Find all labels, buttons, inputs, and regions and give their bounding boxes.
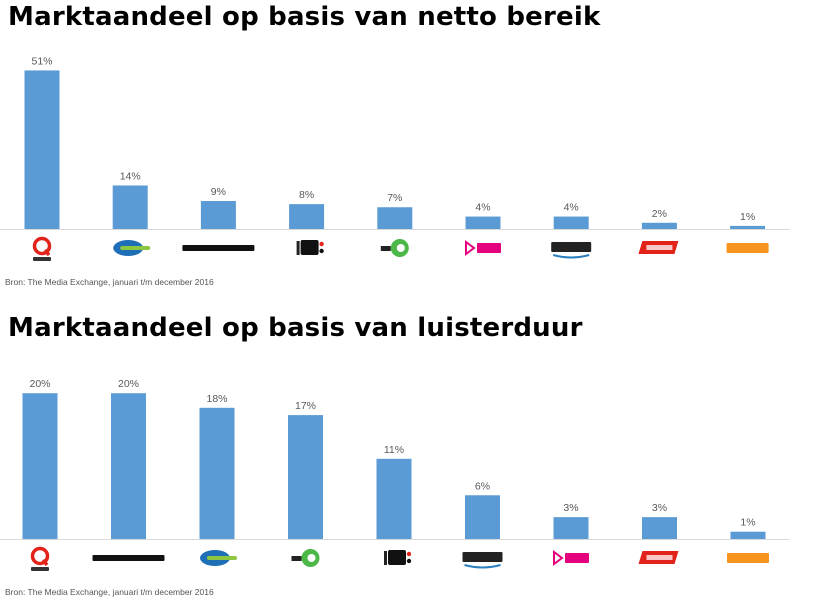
bar-radio-10	[288, 415, 323, 539]
bar-independents	[111, 393, 146, 539]
bar-chart-netto-bereik: 51% 14% 9% 8% 7% 4% 4% 2% 1%	[0, 55, 790, 261]
data-label-radio-538: 8%	[299, 189, 314, 201]
bar-radio-10	[377, 207, 413, 229]
bar-sky-radio	[112, 185, 148, 229]
data-label-radio-10: 7%	[387, 192, 402, 204]
logo-slam	[465, 240, 501, 256]
logo-radio-538	[296, 240, 324, 255]
bar-100-nl	[730, 225, 766, 229]
logo-100-nl	[727, 553, 769, 563]
data-label-slam: 4%	[475, 202, 490, 214]
data-label-independents: 20%	[118, 378, 139, 390]
bar-slam	[465, 216, 501, 229]
data-label-qmusic: 51%	[31, 55, 52, 67]
data-label-radio-10: 17%	[295, 400, 316, 412]
logo-sky-radio	[200, 550, 237, 566]
logo-qmusic	[32, 236, 52, 261]
data-label-independents: 9%	[211, 186, 226, 198]
bar-chart-luisterduur: 20% 20% 18% 17% 11% 6% 3% 3% 1%	[0, 378, 790, 571]
bar-radio-538	[289, 204, 325, 229]
logo-qmusic	[30, 546, 50, 571]
data-label-100-nl: 1%	[740, 211, 755, 223]
data-label-sky-radio: 18%	[206, 393, 227, 405]
bar-slam	[553, 517, 589, 539]
logo-independents	[92, 555, 165, 561]
logo-independents	[182, 245, 255, 251]
data-label-veronica: 4%	[564, 202, 579, 214]
data-label-top-40: 3%	[652, 502, 667, 514]
logo-top-40	[638, 551, 679, 564]
logo-radio-10	[380, 239, 409, 257]
bar-veronica	[465, 495, 500, 539]
bar-independents	[200, 201, 236, 229]
source-note: Bron: The Media Exchange, januari t/m de…	[5, 277, 214, 287]
data-label-veronica: 6%	[475, 480, 490, 492]
logo-100-nl	[726, 243, 769, 253]
bar-top-40	[641, 222, 677, 229]
chart-title-netto-bereik: Marktaandeel op basis van netto bereik	[8, 2, 601, 32]
data-label-slam: 3%	[563, 502, 578, 514]
bar-qmusic	[24, 70, 60, 229]
data-label-qmusic: 20%	[29, 378, 50, 390]
bar-top-40	[642, 517, 677, 539]
logo-top-40	[638, 241, 679, 254]
logo-radio-538	[384, 550, 412, 565]
logo-radio-10	[291, 549, 320, 567]
bar-100-nl	[730, 531, 766, 539]
data-label-radio-538: 11%	[384, 444, 404, 456]
logo-veronica	[551, 242, 592, 259]
logo-slam	[553, 550, 589, 566]
logo-veronica	[462, 552, 503, 569]
data-label-100-nl: 1%	[740, 517, 755, 529]
source-note: Bron: The Media Exchange, januari t/m de…	[5, 587, 214, 597]
bar-veronica	[553, 216, 589, 229]
data-label-top-40: 2%	[652, 208, 667, 220]
chart-title-luisterduur: Marktaandeel op basis van luisterduur	[8, 313, 583, 343]
bar-radio-538	[376, 458, 412, 539]
bar-sky-radio	[199, 407, 235, 539]
data-label-sky-radio: 14%	[120, 170, 141, 182]
logo-sky-radio	[113, 240, 151, 256]
bar-qmusic	[22, 393, 58, 539]
